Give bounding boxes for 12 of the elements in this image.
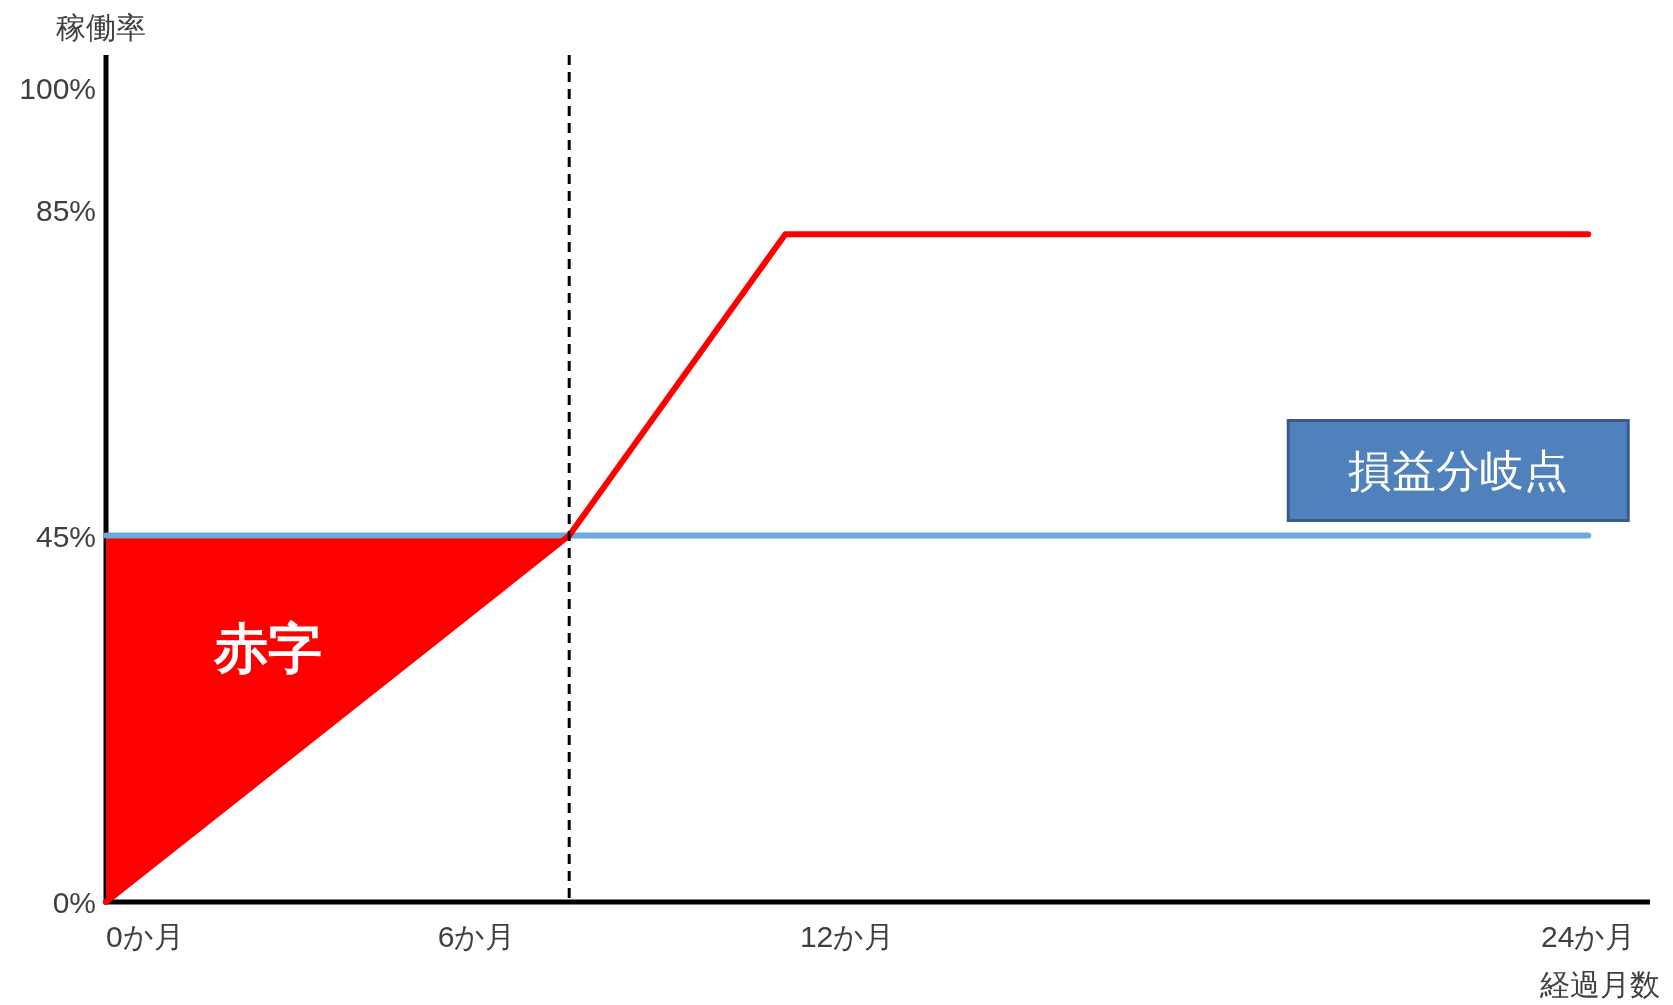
series-label: 赤字 <box>212 618 322 679</box>
y-tick-label: 100% <box>19 71 96 105</box>
series-label: 損益分岐点 <box>1348 445 1569 495</box>
x-tick-label: 24か月 <box>1541 920 1636 953</box>
x-tick-label: 6か月 <box>437 920 516 953</box>
y-axis-title: 稼働率 <box>56 11 146 44</box>
x-tick-label: 0か月 <box>106 920 184 953</box>
y-tick-label: 45% <box>35 519 96 553</box>
y-tick-label: 0% <box>52 886 96 919</box>
x-tick-label: 12か月 <box>799 920 895 953</box>
x-axis-title: 経過月数 <box>1539 968 1660 1001</box>
y-tick-label: 85% <box>35 193 96 227</box>
